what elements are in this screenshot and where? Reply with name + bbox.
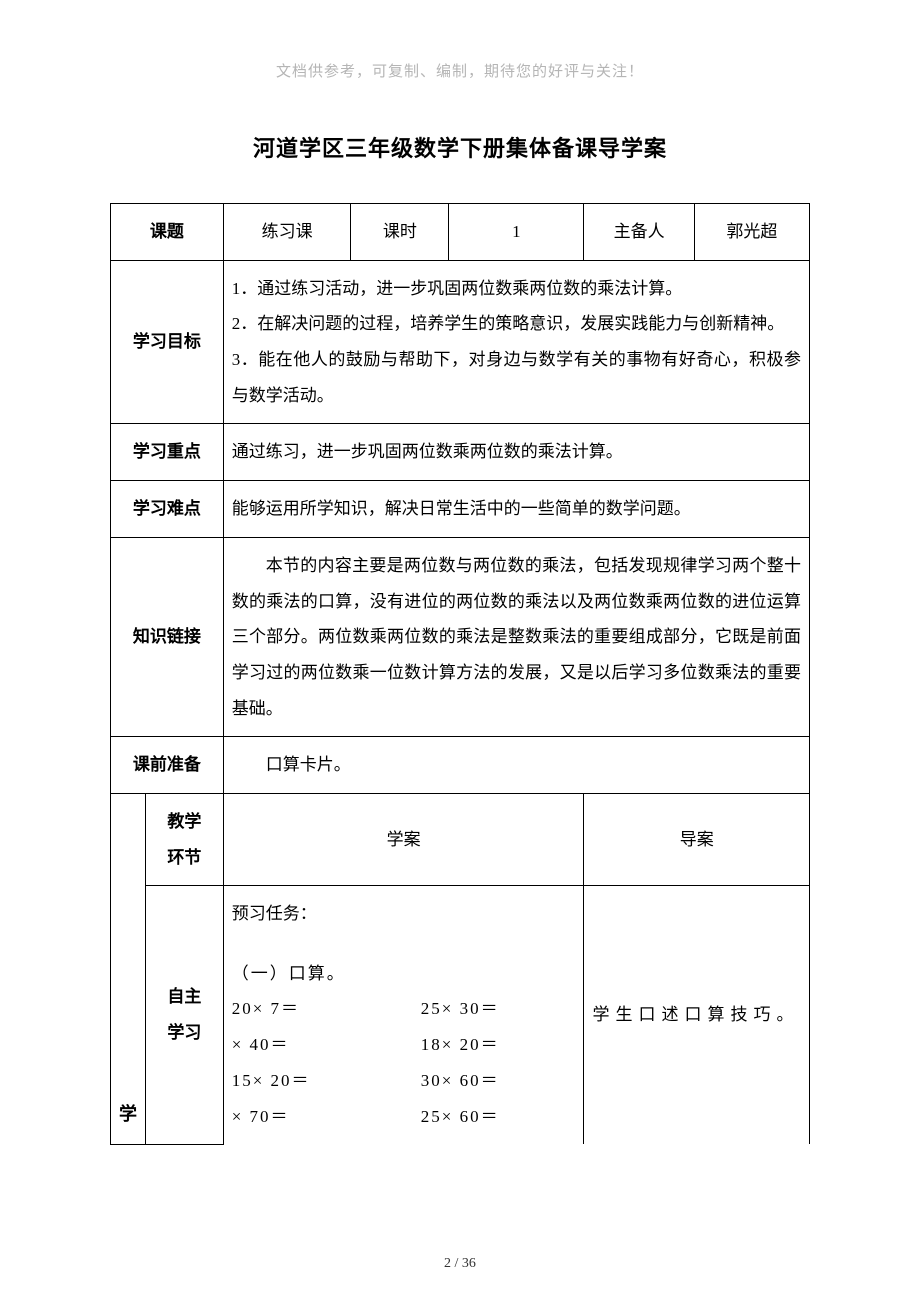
- goal-label: 学习目标: [111, 260, 224, 424]
- diff-text: 能够运用所学知识，解决日常生活中的一些简单的数学问题。: [223, 481, 809, 538]
- link-label: 知识链接: [111, 537, 224, 736]
- author-label: 主备人: [584, 204, 694, 261]
- calc-left: 15× 20＝: [232, 1063, 421, 1099]
- table-row: 学习重点 通过练习，进一步巩固两位数乘两位数的乘法计算。: [111, 424, 810, 481]
- period-value: 1: [449, 204, 584, 261]
- goal-text: 1．通过练习活动，进一步巩固两位数乘两位数的乘法计算。2．在解决问题的过程，培养…: [223, 260, 809, 424]
- calc-right: 25× 60＝: [421, 1099, 576, 1135]
- table-row: 学习难点 能够运用所学知识，解决日常生活中的一些简单的数学问题。: [111, 481, 810, 538]
- diff-label: 学习难点: [111, 481, 224, 538]
- plan-label: 学案: [223, 793, 584, 885]
- preview-line: 预习任务：: [232, 896, 576, 932]
- guide-content: 学生口述口算技巧。: [584, 886, 810, 1144]
- lesson-table: 课题 练习课 课时 1 主备人 郭光超 学习目标 1．通过练习活动，进一步巩固两…: [110, 203, 810, 1145]
- prep-text: 口算卡片。: [223, 737, 809, 794]
- author-value: 郭光超: [694, 204, 809, 261]
- link-text: 本节的内容主要是两位数与两位数的乘法，包括发现规律学习两个整十数的乘法的口算，没…: [223, 537, 809, 736]
- calc-title: （一）口算。: [232, 956, 576, 992]
- calc-left: 20× 7＝: [232, 991, 421, 1027]
- period-label: 课时: [351, 204, 449, 261]
- focus-text: 通过练习，进一步巩固两位数乘两位数的乘法计算。: [223, 424, 809, 481]
- guide-text: 学生口述口算技巧。: [592, 997, 801, 1033]
- header-note: 文档供参考，可复制、编制，期待您的好评与关注！: [110, 60, 810, 81]
- calc-right: 30× 60＝: [421, 1063, 576, 1099]
- topic-label: 课题: [111, 204, 224, 261]
- plan-content: 预习任务： （一）口算。 20× 7＝25× 30＝× 40＝18× 20＝15…: [223, 886, 584, 1144]
- topic-value: 练习课: [223, 204, 351, 261]
- calc-left: × 70＝: [232, 1099, 421, 1135]
- guide-label: 导案: [584, 793, 810, 885]
- page-footer: 2 / 36: [0, 1256, 920, 1272]
- focus-label: 学习重点: [111, 424, 224, 481]
- table-row: 知识链接 本节的内容主要是两位数与两位数的乘法，包括发现规律学习两个整十数的乘法…: [111, 537, 810, 736]
- calc-right: 25× 30＝: [421, 991, 576, 1027]
- prep-label: 课前准备: [111, 737, 224, 794]
- rail-label: 学: [111, 793, 146, 1144]
- self-label: 自主学习: [146, 886, 224, 1144]
- table-row: 课题 练习课 课时 1 主备人 郭光超: [111, 204, 810, 261]
- calc-left: × 40＝: [232, 1027, 421, 1063]
- page-title: 河道学区三年级数学下册集体备课导学案: [110, 131, 810, 163]
- table-row: 自主学习 预习任务： （一）口算。 20× 7＝25× 30＝× 40＝18× …: [111, 886, 810, 1144]
- table-row: 课前准备 口算卡片。: [111, 737, 810, 794]
- table-row: 学 教学环节 学案 导案: [111, 793, 810, 885]
- calc-right: 18× 20＝: [421, 1027, 576, 1063]
- table-row: 学习目标 1．通过练习活动，进一步巩固两位数乘两位数的乘法计算。2．在解决问题的…: [111, 260, 810, 424]
- stage-label: 教学环节: [146, 793, 224, 885]
